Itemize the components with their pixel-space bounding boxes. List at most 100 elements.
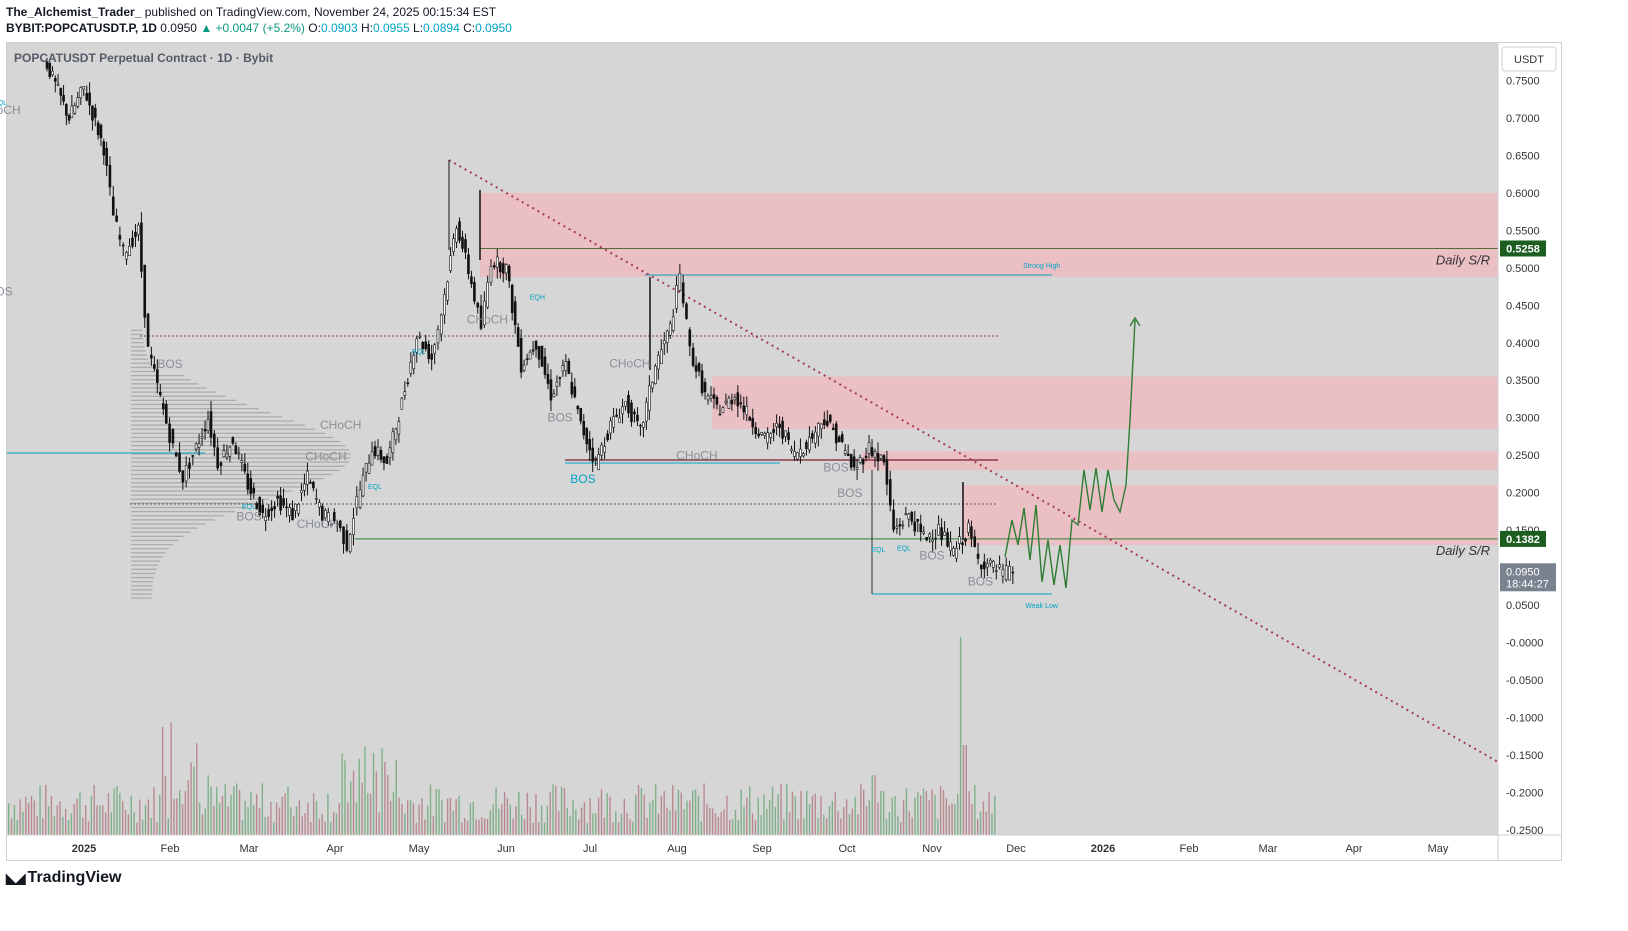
volume-bar: [278, 807, 281, 835]
close-value: 0.0950: [475, 21, 512, 35]
projection-path[interactable]: [1004, 319, 1136, 589]
volume-bar: [900, 822, 902, 835]
candle-body: [140, 222, 143, 272]
candle-body: [901, 524, 905, 527]
tradingview-logo[interactable]: ◣◢ TradingView: [6, 869, 122, 887]
candle-body: [51, 70, 54, 76]
currency-button[interactable]: [1501, 46, 1557, 72]
volume-bar: [56, 805, 58, 835]
projection-arrowhead: [1129, 316, 1141, 327]
candle-body: [249, 478, 253, 494]
volume-bar: [421, 798, 423, 835]
volume-bar: [8, 803, 10, 835]
author-name[interactable]: The_Alchemist_Trader_: [6, 5, 142, 19]
candle-body: [516, 327, 520, 347]
level-price-tag-text: 0.5258: [1506, 243, 1540, 255]
volume-bar: [771, 786, 774, 835]
candle-body: [681, 282, 685, 304]
candle-body: [443, 294, 446, 316]
candle-body: [685, 303, 688, 319]
volume-profile-bar: [131, 428, 316, 430]
volume-profile-bar: [131, 416, 283, 418]
volume-bar: [347, 802, 349, 835]
volume-bar: [227, 806, 229, 835]
volume-bar: [312, 793, 315, 835]
candle-body: [376, 446, 380, 456]
volume-bar: [99, 805, 101, 835]
volume-bar: [817, 817, 819, 835]
candle-body: [943, 531, 946, 536]
volume-bar: [130, 795, 132, 835]
volume-bar: [16, 819, 18, 835]
volume-profile-bar: [131, 420, 294, 422]
candle-body: [808, 437, 811, 451]
volume-bar: [586, 822, 588, 835]
volume-bar: [982, 801, 985, 835]
volume-bar: [674, 810, 677, 835]
volume-profile-bar: [131, 543, 174, 546]
candle-body: [662, 340, 666, 345]
structure-label: BOS: [823, 461, 848, 475]
volume-bar: [908, 811, 910, 835]
volume-bar: [860, 784, 862, 835]
volume-bar: [968, 791, 970, 835]
volume-bar: [19, 799, 21, 835]
candle-body: [570, 381, 574, 395]
volume-profile-bar: [131, 469, 340, 472]
structure-label: CHoCH: [305, 449, 346, 463]
structure-label: CHoCH: [676, 449, 717, 463]
volume-bar: [90, 795, 93, 835]
price-tick: 0.2000: [1506, 488, 1540, 500]
candle-body: [754, 427, 758, 434]
volume-profile-bar: [131, 515, 225, 517]
price-tick: 0.3000: [1506, 413, 1540, 425]
volume-bar: [766, 808, 768, 835]
candle-body: [131, 237, 134, 247]
candle-body: [837, 436, 841, 443]
candle-body: [412, 355, 416, 370]
volume-profile-bar: [131, 506, 247, 509]
candle-body: [654, 365, 657, 385]
volume-bar: [472, 801, 474, 835]
candle-body: [297, 503, 300, 514]
volume-bar: [170, 722, 172, 835]
candle-body: [895, 526, 899, 529]
candle-body: [48, 62, 52, 77]
volume-bar: [116, 785, 118, 835]
volume-bar: [96, 805, 98, 835]
symbol-label[interactable]: BYBIT:POPCATUSDT.P, 1D: [6, 21, 157, 35]
volume-profile-bar: [131, 387, 207, 389]
volume-bar: [173, 799, 175, 835]
candle-body: [355, 496, 359, 509]
candle-body: [946, 532, 949, 547]
candle-body: [739, 402, 743, 405]
volume-profile-bar: [131, 383, 199, 385]
volume-profile-bar: [131, 568, 157, 570]
candle-body: [255, 503, 259, 510]
structure-label: BOS: [919, 548, 944, 562]
volume-bar: [404, 813, 406, 835]
candle-body: [736, 392, 740, 407]
price-tick: -0.1000: [1506, 712, 1543, 724]
candle-body: [312, 481, 315, 489]
candle-body: [400, 397, 404, 410]
candle-body: [168, 423, 171, 443]
volume-bar: [361, 782, 363, 835]
candle-body: [385, 456, 389, 464]
volume-bar: [398, 797, 400, 835]
candle-body: [461, 236, 464, 249]
volume-bar: [475, 819, 477, 835]
candle-body: [873, 451, 877, 458]
chart-frame[interactable]: [6, 42, 1562, 861]
volume-bar: [367, 792, 369, 835]
price-tick: 0.3500: [1506, 375, 1540, 387]
candle-body: [522, 364, 526, 371]
volume-bar: [401, 803, 403, 835]
candle-body: [678, 273, 682, 291]
candle-body: [470, 276, 473, 285]
candle-body: [549, 379, 553, 401]
price-tick: 0.7500: [1506, 76, 1540, 88]
candle-body: [489, 266, 493, 283]
volume-bar: [902, 799, 905, 835]
